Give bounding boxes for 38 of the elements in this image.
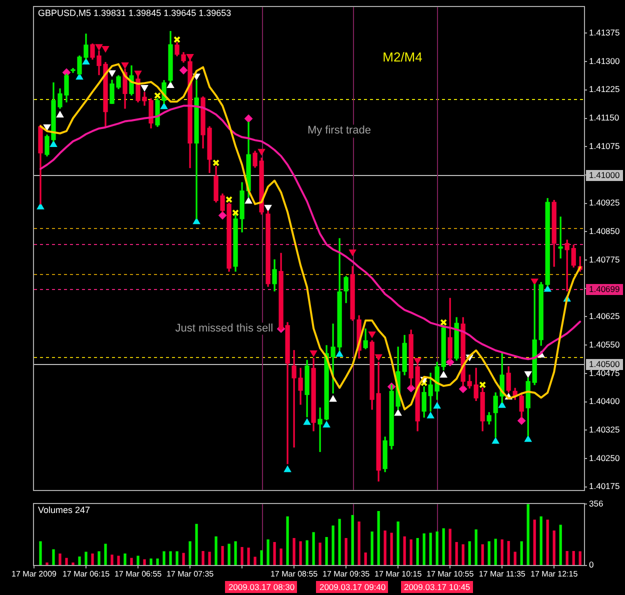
ref-line-label: 1.40500 (589, 358, 620, 369)
x-tick-label: 17 Mar 06:15 (62, 569, 110, 578)
chart-title: Volumes 247 (38, 505, 90, 516)
x-tick-label: 17 Mar 06:55 (114, 569, 162, 578)
ref-line-label: 1.41000 (589, 170, 620, 180)
y-tick-label: 1.41075 (589, 140, 620, 151)
y-tick-label: 0 (589, 560, 594, 570)
y-tick-label: 1.41300 (589, 56, 620, 66)
x-tick-label: 17 Mar 08:55 (270, 569, 318, 578)
y-tick-label: 1.40925 (589, 198, 620, 208)
y-tick-label: 1.40475 (589, 368, 620, 378)
x-tick-label: 17 Mar 09:35 (322, 569, 370, 578)
x-tick-label: 17 Mar 07:35 (166, 569, 214, 578)
ref-line-label: 2009.03.17 09:40 (319, 582, 386, 592)
x-tick-label: 17 Mar 11:35 (478, 569, 526, 578)
annotation: Just missed this sell (173, 322, 276, 336)
y-tick-label: 1.40850 (589, 226, 620, 236)
annotation: My first trade (305, 124, 374, 138)
y-tick-label: 356 (589, 498, 604, 508)
x-tick-label: 17 Mar 2009 (12, 569, 58, 578)
y-tick-label: 1.41150 (589, 112, 620, 123)
y-tick-label: 1.40325 (589, 424, 620, 435)
x-tick-label: 17 Mar 12:15 (530, 569, 578, 578)
y-tick-label: 1.40775 (589, 254, 620, 264)
chart-title: GBPUSD,M5 1.39831 1.39845 1.39645 1.39653 (38, 8, 232, 18)
y-tick-label: 1.40175 (589, 481, 620, 492)
y-tick-label: 1.40400 (589, 396, 620, 406)
y-tick-label: 1.40250 (589, 452, 620, 463)
x-tick-label: 17 Mar 10:15 (374, 569, 422, 578)
x-tick-label: 17 Mar 10:55 (426, 569, 474, 578)
ref-line-label: 1.40699 (589, 284, 620, 294)
y-tick-label: 1.40550 (589, 339, 620, 350)
y-tick-label: 1.40625 (589, 311, 620, 322)
ref-line-label: 2009.03.17 10:45 (404, 582, 470, 592)
annotation: M2/M4 (380, 50, 424, 66)
y-tick-label: 1.41225 (589, 84, 620, 94)
ref-line-label: 2009.03.17 08:30 (228, 582, 295, 592)
y-tick-label: 1.41375 (589, 28, 620, 38)
